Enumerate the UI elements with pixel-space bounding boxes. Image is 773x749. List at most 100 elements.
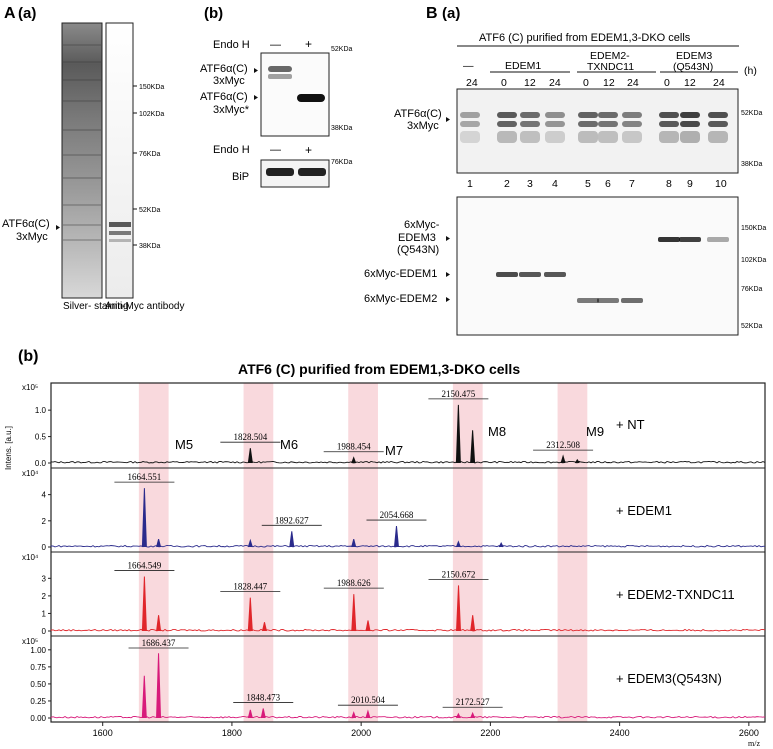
- endo-band-2: [297, 94, 325, 102]
- top-band-upper: [520, 112, 540, 118]
- panel-b-a: B (a) ATF6 (C) purified from EDEM1,3-DKO…: [364, 5, 766, 336]
- ms-peak: [156, 615, 162, 632]
- bottom-band: [658, 237, 680, 242]
- ms-xtick-label: 2400: [610, 728, 630, 738]
- peak-label: 1848.473: [246, 692, 280, 702]
- ms-peak: [455, 712, 461, 719]
- top-band-smear: [598, 131, 618, 143]
- ms-title: ATF6 (C) purified from EDEM1,3-DKO cells: [238, 361, 520, 377]
- panel-b-title: ATF6 (C) purified from EDEM1,3-DKO cells: [479, 32, 691, 44]
- ms-peak: [289, 531, 295, 548]
- ms-plot: Intens. [a.u.] 0.0 0.5 1.0 x10⁵ 1828.504 1988.…: [4, 382, 766, 748]
- group-edem2-b: TXNDC11: [587, 61, 634, 73]
- ms-peak: [247, 448, 253, 464]
- bottom-band: [597, 298, 619, 303]
- lane-numbers: 1 2 3 4 5 6 7 8 9 10: [467, 178, 727, 190]
- lane-number: 8: [666, 178, 672, 190]
- peak-label: 2150.475: [442, 389, 476, 399]
- sample-label: + EDEM2-TXNDC11: [616, 587, 735, 602]
- time-2: 0: [501, 77, 507, 89]
- top-band-upper: [578, 112, 598, 118]
- endo-band-label-2b: 3xMyc*: [213, 104, 250, 116]
- peak-label: 1828.447: [233, 582, 267, 592]
- sample-label: + EDEM3(Q543N): [616, 671, 722, 686]
- endo-band-1b: [268, 74, 292, 79]
- top-band-upper: [598, 112, 618, 118]
- group-none: —: [463, 60, 474, 72]
- ms-ytick-label: 1: [42, 609, 47, 618]
- endo-band-label-2a: ATF6α(C): [200, 91, 248, 103]
- ms-peak: [365, 709, 371, 719]
- time-4: 24: [549, 77, 561, 89]
- top-band-lower: [520, 121, 540, 127]
- b-marker-38: 38KDa: [741, 161, 763, 168]
- endo-plus: +: [305, 37, 312, 51]
- peak-label: 1988.454: [337, 442, 371, 452]
- b-marker-52b: 52KDa: [741, 323, 763, 330]
- ms-peak: [456, 585, 462, 632]
- endo-arrow-2: [254, 95, 258, 100]
- panel-a-markers: 150KDa 102KDa 76KDa 52KDa 38KDa: [133, 84, 164, 250]
- endo-minus: —: [270, 39, 281, 51]
- b-marker-102: 102KDa: [741, 257, 766, 264]
- ms-peak: [247, 709, 253, 719]
- ms-peak: [470, 430, 476, 464]
- top-band-smear: [708, 131, 728, 143]
- peak-label: 1828.504: [233, 432, 267, 442]
- ms-ytick-label: 2: [42, 592, 47, 601]
- ms-xtick-label: 1600: [93, 728, 113, 738]
- time-3: 12: [524, 77, 536, 89]
- ms-peak: [351, 456, 357, 464]
- ms-peak: [156, 653, 162, 719]
- bottom-band: [544, 272, 566, 277]
- edem3-label-1: 6xMyc-: [404, 219, 440, 231]
- ms-scale: x10⁴: [22, 553, 39, 562]
- group-edem1: EDEM1: [505, 60, 541, 72]
- ms-ytick-label: 0.25: [30, 697, 46, 706]
- top-band-lower: [659, 121, 679, 127]
- ms-peak: [141, 488, 147, 548]
- edem3-label-2: EDEM3: [398, 232, 436, 244]
- lane-number: 1: [467, 178, 473, 190]
- ms-ytick-label: 2: [42, 517, 47, 526]
- peak-label: 2150.672: [442, 569, 476, 579]
- anti-myc-lane: [105, 22, 134, 299]
- ms-peak: [393, 526, 399, 548]
- glycan-label: M8: [488, 424, 506, 439]
- ms-ytick-label: 4: [42, 491, 47, 500]
- bottom-band: [621, 298, 643, 303]
- ms-peak: [260, 708, 266, 719]
- panel-b-b: (b) ATF6 (C) purified from EDEM1,3-DKO c…: [4, 348, 766, 748]
- top-band-lower: [545, 121, 565, 127]
- glycan-label: M6: [280, 437, 298, 452]
- silver-stain-lane: [61, 22, 103, 299]
- time-9: 12: [684, 77, 696, 89]
- top-band-upper: [680, 112, 700, 118]
- top-band-smear: [680, 131, 700, 143]
- ms-peak: [470, 711, 476, 719]
- b-marker-76: 76KDa: [741, 286, 763, 293]
- ms-peak: [470, 615, 476, 632]
- bottom-band: [519, 272, 541, 277]
- lane-number: 4: [552, 178, 558, 190]
- ms-peak: [351, 539, 357, 548]
- silver-stain-label: Silver- staining: [63, 301, 129, 312]
- bottom-band: [679, 237, 701, 242]
- ms-ytick-label: 1.00: [30, 646, 46, 655]
- marker-102: 102KDa: [139, 111, 164, 118]
- marker-38: 38KDa: [139, 243, 161, 250]
- top-band-lower: [598, 121, 618, 127]
- ms-peak: [455, 540, 461, 548]
- ms-ytick-label: 0.50: [30, 680, 46, 689]
- ms-peak: [141, 675, 147, 719]
- ms-scale: x10⁴: [22, 469, 39, 478]
- bottom-bands: [496, 237, 729, 303]
- marker-150: 150KDa: [139, 84, 164, 91]
- time-10: 24: [713, 77, 725, 89]
- bottom-markers: 150KDa 102KDa 76KDa 52KDa: [741, 225, 766, 330]
- peak-label: 1988.626: [337, 578, 371, 588]
- myc-band-1: [109, 222, 131, 227]
- ms-baseline: [50, 544, 766, 548]
- peak-label: 2172.527: [456, 697, 490, 707]
